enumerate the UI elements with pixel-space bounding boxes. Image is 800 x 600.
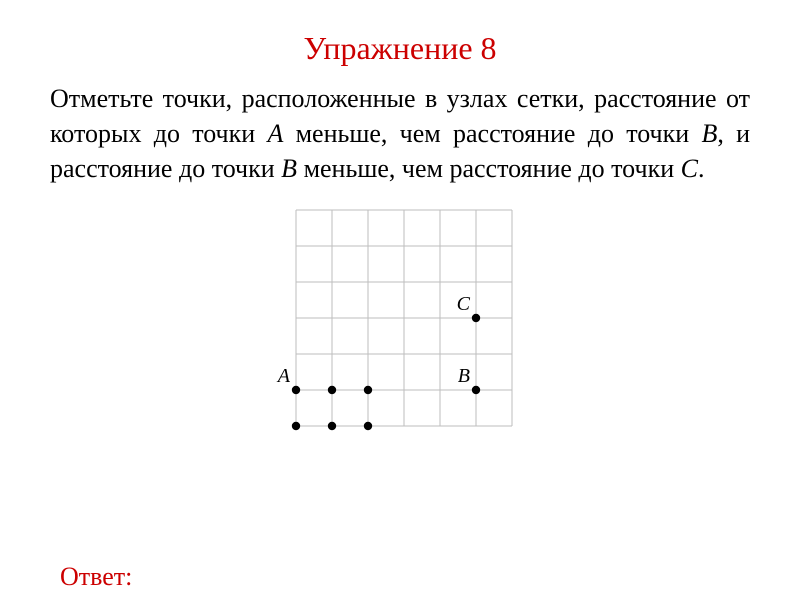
problem-text-part: меньше, чем расстояние до точки	[283, 119, 701, 148]
var-A: A	[267, 119, 283, 148]
problem-text-part: меньше, чем расстояние до точки	[297, 154, 681, 183]
problem-text-part: .	[698, 154, 705, 183]
svg-text:C: C	[457, 293, 471, 315]
var-B: B	[281, 154, 297, 183]
problem-statement: Отметьте точки, расположенные в узлах се…	[50, 81, 750, 186]
svg-text:B: B	[458, 365, 470, 387]
svg-text:A: A	[276, 365, 291, 387]
var-C: C	[681, 154, 698, 183]
answer-label: Ответ:	[60, 562, 132, 592]
grid-figure: A B C	[274, 204, 526, 472]
var-B: B	[701, 119, 717, 148]
exercise-title: Упражнение 8	[50, 30, 750, 67]
